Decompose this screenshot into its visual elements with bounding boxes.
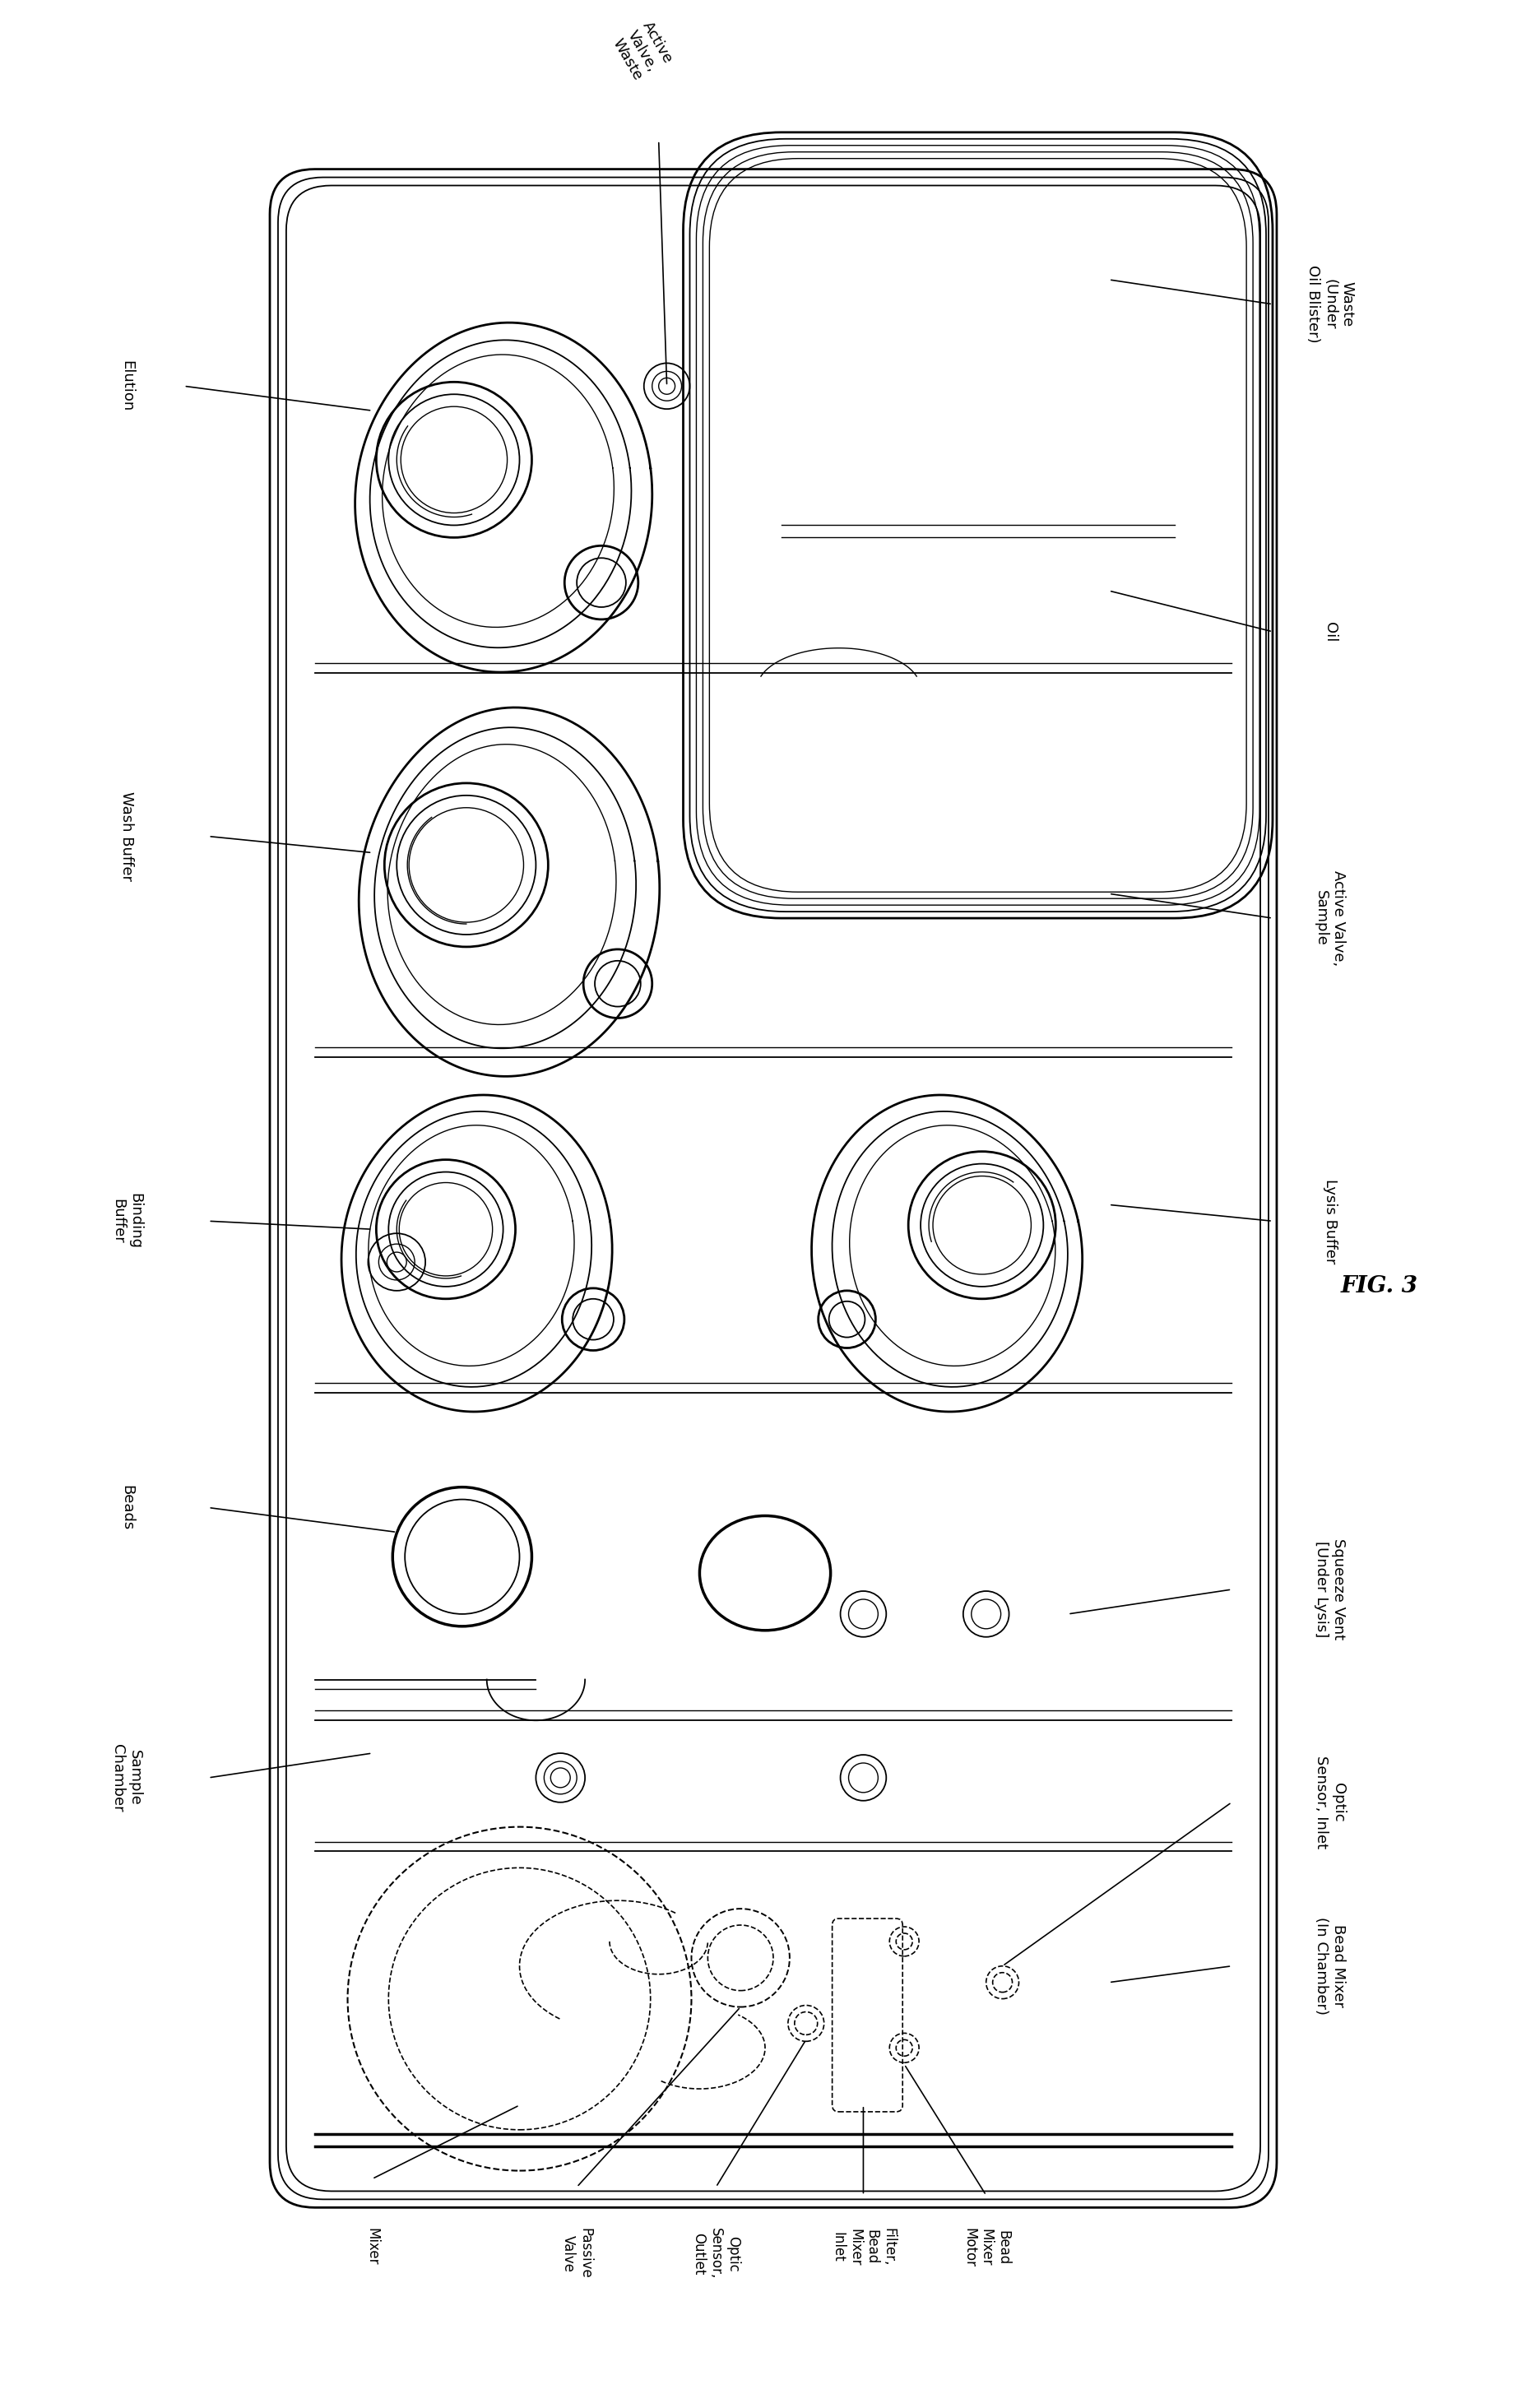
Text: Filter,
Bead
Mixer
Inlet: Filter, Bead Mixer Inlet <box>830 2229 896 2267</box>
Text: Bead Mixer
(In Chamber): Bead Mixer (In Chamber) <box>1314 1918 1346 2016</box>
Text: Beads: Beads <box>119 1484 134 1530</box>
Text: Optic
Sensor,
Outlet: Optic Sensor, Outlet <box>691 2229 741 2279</box>
Text: Waste
(Under
Oil Blister): Waste (Under Oil Blister) <box>1306 266 1355 342</box>
Text: Bead
Mixer
Motor: Bead Mixer Motor <box>961 2229 1010 2267</box>
Text: Active Valve,
Sample: Active Valve, Sample <box>1314 871 1346 967</box>
Text: Wash Buffer: Wash Buffer <box>119 792 134 881</box>
Text: Active
Valve,
Waste: Active Valve, Waste <box>610 19 675 84</box>
Text: Sample
Chamber: Sample Chamber <box>111 1743 143 1812</box>
Text: Passive
Valve: Passive Valve <box>561 2229 593 2279</box>
Text: FIG. 3: FIG. 3 <box>1340 1276 1418 1298</box>
Text: Elution: Elution <box>119 361 134 412</box>
Text: Squeeze Vent
[Under Lysis]: Squeeze Vent [Under Lysis] <box>1314 1539 1346 1640</box>
Text: Mixer: Mixer <box>365 2229 379 2265</box>
Text: Optic
Sensor, Inlet: Optic Sensor, Inlet <box>1314 1755 1346 1848</box>
Text: Lysis Buffer: Lysis Buffer <box>1323 1178 1337 1264</box>
Text: Oil: Oil <box>1323 622 1337 642</box>
Text: Binding
Buffer: Binding Buffer <box>111 1192 143 1250</box>
